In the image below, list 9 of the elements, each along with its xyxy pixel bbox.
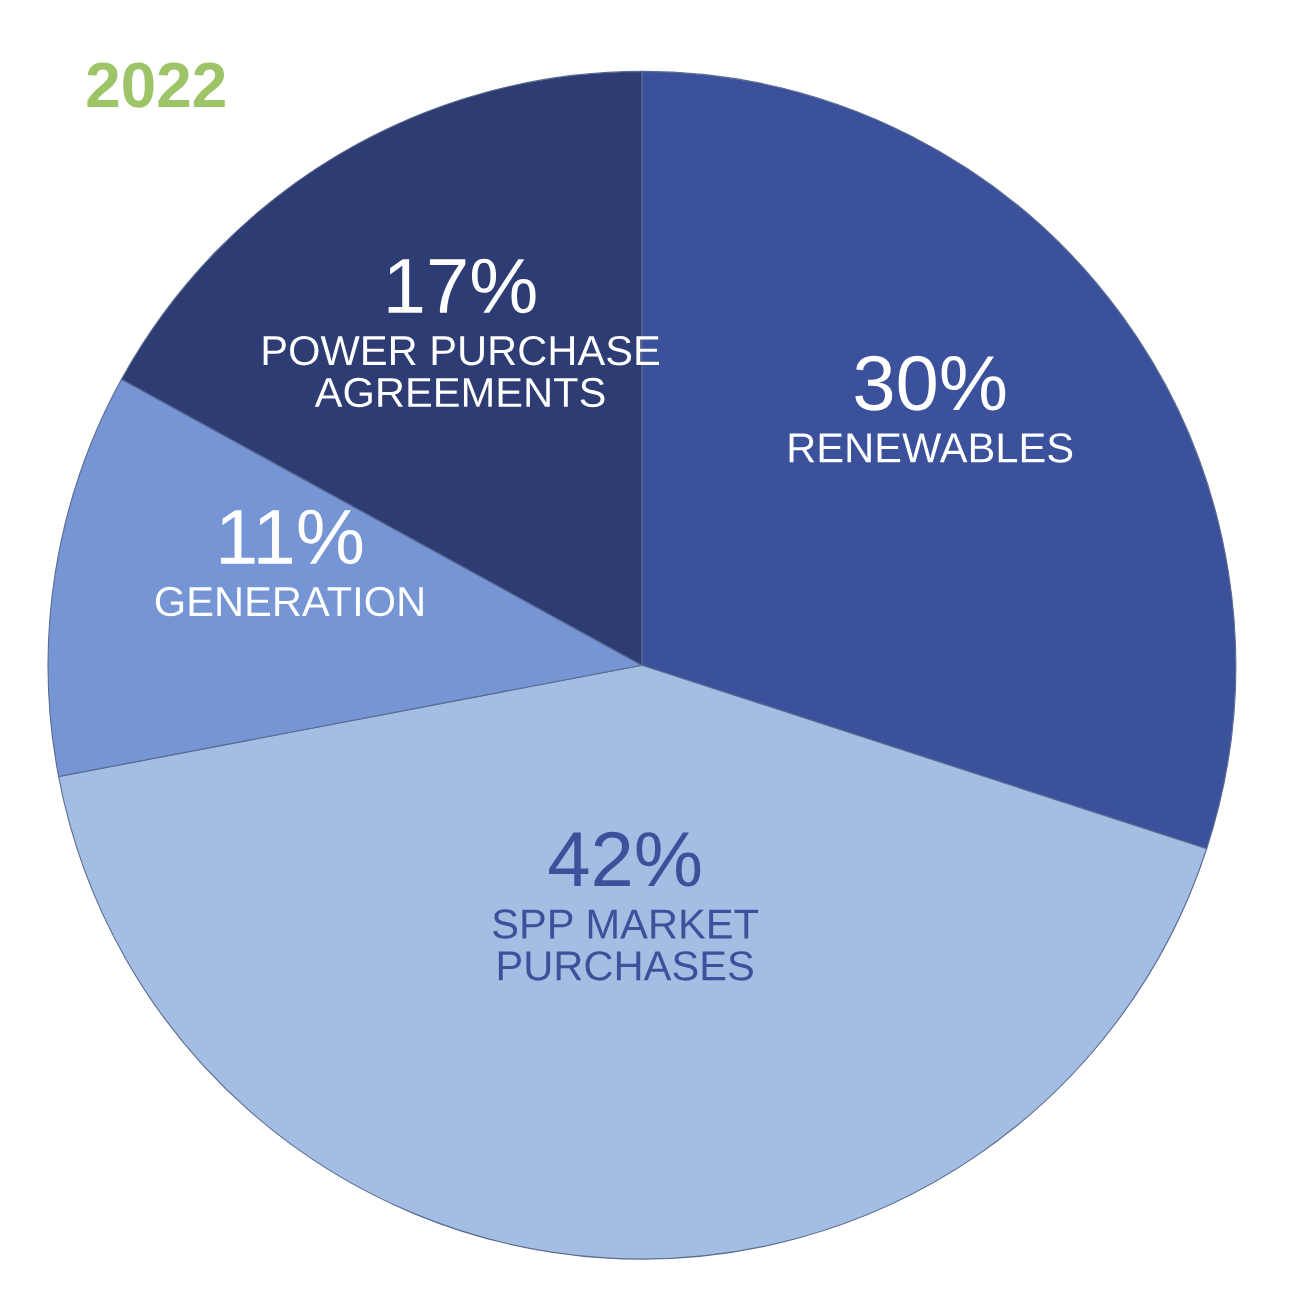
slice-label: RENEWABLES — [789, 433, 1073, 463]
data-label: 30% — [855, 355, 1006, 411]
chart-title: 2022 — [87, 62, 225, 108]
data-label: 17% — [388, 258, 536, 314]
data-label: 11% — [220, 509, 363, 565]
slice-label: GENERATION — [155, 586, 423, 617]
slice-label: POWER PURCHASE AGREEMENTS — [263, 335, 659, 408]
data-label: 42% — [549, 831, 701, 887]
slice-label: SPP MARKET PURCHASES — [493, 909, 759, 981]
